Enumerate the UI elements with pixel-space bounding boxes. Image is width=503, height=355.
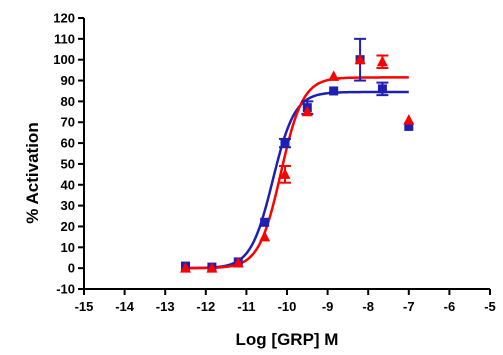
series-triangle-marker xyxy=(354,53,366,65)
series-triangle-marker xyxy=(180,262,191,273)
y-tick-label: 10 xyxy=(61,240,75,255)
y-tick-label: 120 xyxy=(53,11,75,26)
x-tick-label: -11 xyxy=(237,299,255,314)
y-tick-label: 40 xyxy=(61,177,75,192)
series-triangle-marker xyxy=(376,55,388,67)
series-triangle-marker xyxy=(232,256,244,268)
y-axis-ticks: -10 0 10 20 30 40 50 60 70 80 90 100 110 120 xyxy=(53,11,84,297)
x-tick-label: -10 xyxy=(278,299,297,314)
y-tick-label: 90 xyxy=(61,73,75,88)
x-tick-label: -12 xyxy=(196,299,215,314)
x-tick-label: -7 xyxy=(403,299,415,314)
x-tick-label: -14 xyxy=(115,299,135,314)
y-tick-label: -10 xyxy=(56,282,75,297)
data-markers xyxy=(180,53,415,273)
x-axis-title: Log [GRP] M xyxy=(236,330,339,349)
fit-curves xyxy=(185,76,409,270)
series-triangle-marker xyxy=(301,105,313,117)
series-triangle-marker xyxy=(259,230,271,242)
series-square-marker xyxy=(377,84,387,94)
series-triangle-marker xyxy=(279,168,291,179)
x-tick-label: -8 xyxy=(362,299,374,314)
y-tick-label: 110 xyxy=(54,31,75,46)
x-tick-label: -13 xyxy=(156,299,175,314)
series-triangle-marker xyxy=(206,262,218,273)
y-tick-label: 100 xyxy=(53,52,75,67)
x-tick-label: -5 xyxy=(484,299,496,314)
series-square-fit-curve xyxy=(185,90,409,270)
x-tick-label: -9 xyxy=(322,299,334,314)
series-square-marker xyxy=(280,138,290,148)
y-tick-label: 50 xyxy=(61,156,75,171)
y-tick-label: 30 xyxy=(61,198,75,213)
y-tick-label: 70 xyxy=(61,115,75,130)
series-square-marker xyxy=(329,86,339,96)
series-triangle-fit-curve xyxy=(185,76,409,270)
series-square-marker xyxy=(260,217,270,227)
x-tick-label: -6 xyxy=(444,299,456,314)
y-axis-title: % Activation xyxy=(23,122,42,223)
x-tick-label: -15 xyxy=(75,299,94,314)
series-triangle-marker xyxy=(403,114,415,125)
y-tick-label: 60 xyxy=(61,136,75,151)
y-tick-label: 0 xyxy=(68,261,75,276)
x-axis-ticks: -15 -14 -13 -12 -11 -10 -9 -8 -7 -6 -5 xyxy=(75,289,496,314)
series-square-marker xyxy=(404,121,414,131)
y-tick-label: 20 xyxy=(61,219,75,234)
series-triangle-marker xyxy=(328,70,340,81)
axes xyxy=(83,18,490,290)
y-tick-label: 80 xyxy=(61,94,75,109)
